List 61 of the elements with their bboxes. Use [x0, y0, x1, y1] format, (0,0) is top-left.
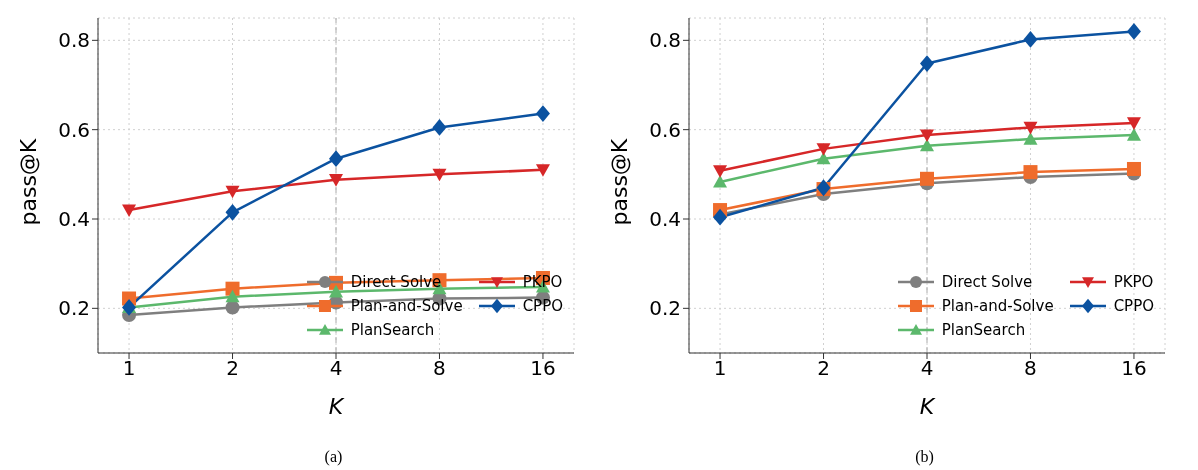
legend-label: PKPO [1113, 273, 1154, 291]
point [713, 174, 728, 188]
point [122, 204, 137, 218]
legend-label: PlanSearch [350, 321, 435, 339]
x-axis-title: K [919, 394, 936, 419]
point [329, 174, 343, 187]
point [225, 300, 240, 315]
y-tick-label: 0.8 [649, 28, 681, 53]
x-tick-label: 8 [433, 356, 446, 381]
legend-label: Plan-and-Solve [941, 297, 1054, 315]
x-tick-label: 16 [530, 356, 556, 381]
x-tick-label: 4 [920, 356, 934, 381]
point [432, 119, 447, 136]
x-tick-label: 1 [713, 356, 727, 381]
y-tick-label: 0.6 [649, 117, 681, 142]
point [535, 105, 550, 122]
x-tick-label: 1 [122, 356, 136, 381]
point [1126, 128, 1141, 141]
x-tick-label: 8 [1024, 356, 1037, 381]
point [1023, 31, 1038, 48]
point [713, 208, 728, 226]
point [1126, 161, 1141, 176]
point [225, 203, 240, 221]
point [225, 289, 240, 303]
legend-label: CPPO [522, 297, 563, 315]
point [329, 284, 343, 298]
text: (a) [323, 448, 344, 466]
y-tick-label: 0.6 [58, 117, 90, 142]
point [225, 185, 240, 199]
legend-label: Plan-and-Solve [350, 297, 463, 315]
x-axis-title: K [328, 394, 345, 419]
x-tick-label: 2 [817, 356, 830, 381]
point [535, 164, 550, 177]
legend-label: PlanSearch [941, 321, 1026, 339]
point [816, 151, 831, 165]
y-tick-label: 0.8 [58, 28, 90, 53]
y-tick-label: 0.2 [58, 296, 90, 321]
point [920, 55, 934, 72]
y-axis-title: pass@K [606, 138, 632, 226]
point [920, 171, 934, 186]
point [1023, 165, 1038, 180]
legend-label: Direct Solve [941, 273, 1033, 291]
text: (b) [914, 448, 935, 466]
point [1126, 117, 1141, 130]
x-tick-label: 4 [329, 356, 343, 381]
x-tick-label: 2 [226, 356, 239, 381]
point [1126, 23, 1141, 40]
point [1023, 121, 1038, 135]
point [816, 143, 831, 156]
y-tick-label: 0.2 [649, 296, 681, 321]
point [920, 129, 934, 143]
x-tick-label: 16 [1121, 356, 1147, 381]
point [920, 138, 934, 152]
point [713, 165, 728, 178]
y-tick-label: 0.4 [58, 207, 90, 232]
point [432, 168, 447, 182]
point [1023, 132, 1038, 145]
point [329, 150, 343, 168]
y-tick-label: 0.4 [649, 207, 681, 232]
y-axis-title: pass@K [15, 138, 41, 226]
legend-label: CPPO [1113, 297, 1154, 315]
